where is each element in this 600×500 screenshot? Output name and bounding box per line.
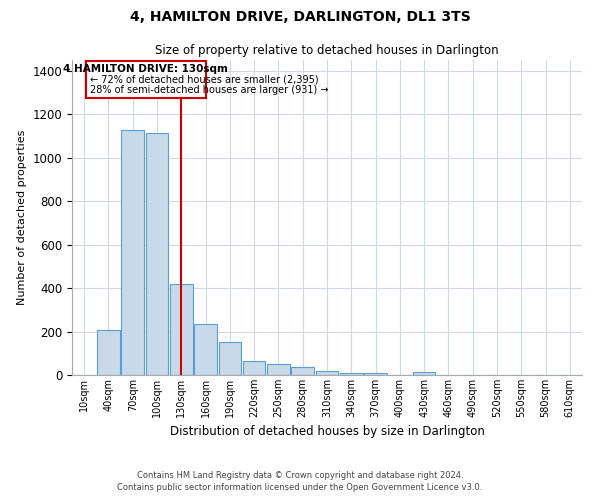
Bar	[146, 133, 169, 375]
Y-axis label: Number of detached properties: Number of detached properties	[17, 130, 27, 305]
Text: 28% of semi-detached houses are larger (931) →: 28% of semi-detached houses are larger (…	[90, 85, 328, 95]
Bar	[97, 330, 120, 375]
FancyBboxPatch shape	[86, 61, 206, 98]
Bar	[267, 364, 290, 375]
Bar	[316, 370, 338, 375]
Text: 4, HAMILTON DRIVE, DARLINGTON, DL1 3TS: 4, HAMILTON DRIVE, DARLINGTON, DL1 3TS	[130, 10, 470, 24]
Bar	[340, 373, 362, 375]
Bar	[364, 373, 387, 375]
Title: Size of property relative to detached houses in Darlington: Size of property relative to detached ho…	[155, 44, 499, 58]
Bar	[243, 361, 265, 375]
Bar	[218, 342, 241, 375]
Text: 4 HAMILTON DRIVE: 130sqm: 4 HAMILTON DRIVE: 130sqm	[63, 64, 228, 74]
Bar	[194, 324, 217, 375]
Bar	[292, 368, 314, 375]
Bar	[170, 284, 193, 375]
Bar	[121, 130, 144, 375]
X-axis label: Distribution of detached houses by size in Darlington: Distribution of detached houses by size …	[170, 426, 484, 438]
Text: Contains HM Land Registry data © Crown copyright and database right 2024.
Contai: Contains HM Land Registry data © Crown c…	[118, 471, 482, 492]
Text: ← 72% of detached houses are smaller (2,395): ← 72% of detached houses are smaller (2,…	[90, 74, 319, 85]
Bar	[413, 372, 436, 375]
